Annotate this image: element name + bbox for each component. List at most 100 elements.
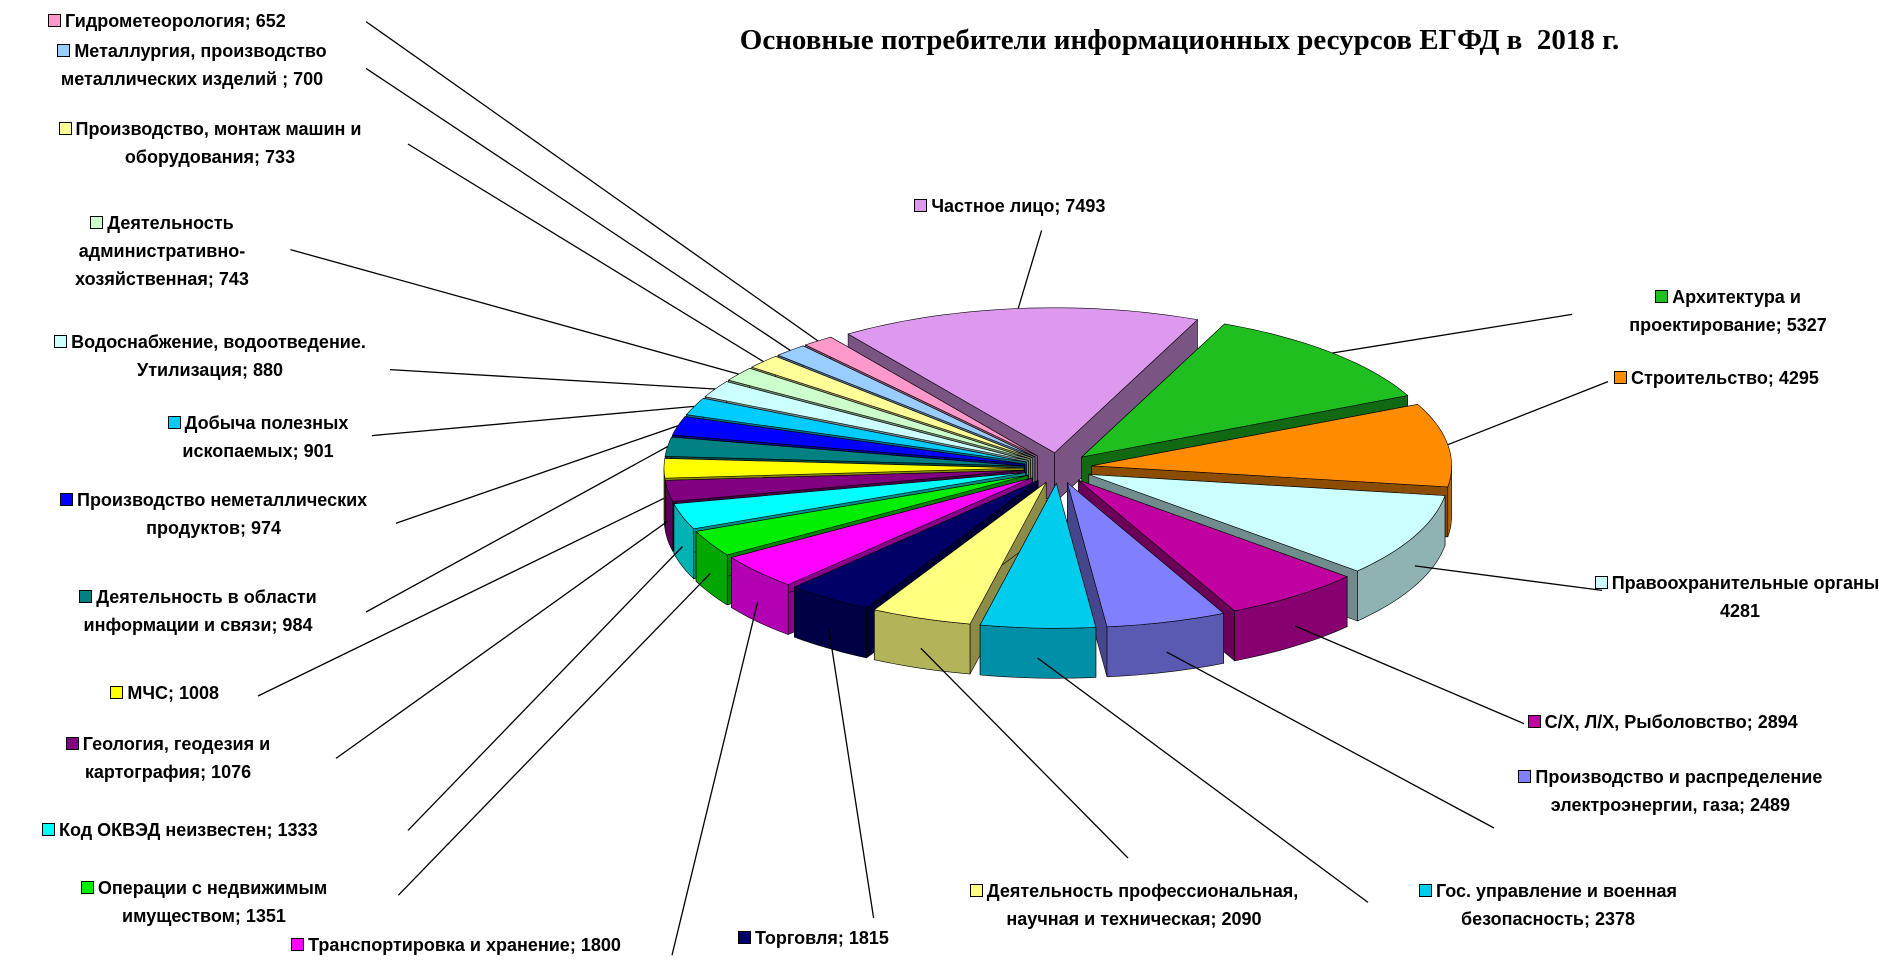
label-text: Металлургия, производство металлических … [60,41,327,90]
leader-line [1447,380,1609,446]
legend-swatch [48,14,61,28]
label-text: МЧС; 1008 [127,683,220,704]
data-label: Строительство; 4295 [1614,364,1819,392]
label-text: Деятельность административно-хозяйственн… [75,212,249,289]
data-label: Код ОКВЭД неизвестен; 1333 [42,816,318,844]
slice [663,458,1025,479]
label-text: Деятельность в области информации и связ… [83,587,317,636]
label-text: Производство, монтаж машин и оборудовани… [75,119,362,168]
leader-line [365,446,668,613]
label-text: Деятельность профессиональная, научная и… [986,881,1299,930]
leader-line [1166,651,1495,829]
slice [730,477,1033,585]
slice [1066,481,1225,628]
slice [979,482,1097,629]
leader-line [395,425,679,524]
data-label: Деятельность в области информации и связ… [36,583,360,639]
slice [671,416,1026,465]
data-label: Гос. управление и военная безопасность; … [1368,877,1728,933]
slice [695,474,1029,556]
legend-swatch [1418,884,1432,898]
leader-line [1414,565,1603,592]
data-label: Архитектура и проектирование; 5327 [1578,283,1878,339]
label-text: Правоохранительные органы; 4281 [1611,572,1879,621]
legend-swatch [1594,575,1608,589]
data-label: Частное лицо; 7493 [914,192,1105,220]
slice [1088,474,1446,572]
label-text: Строительство; 4295 [1631,367,1819,388]
slice [673,472,1026,530]
label-text: Архитектура и проектирование; 5327 [1629,287,1827,336]
label-text: Производство неметаллических продуктов; … [77,490,368,538]
label-text: Гос. управление и военная безопасность; … [1435,881,1678,930]
data-label: Добыча полезных ископаемых; 901 [132,409,384,465]
legend-swatch [1614,370,1627,384]
leader-line [828,628,875,919]
legend-swatch [90,215,104,229]
data-label: Производство, монтаж машин и оборудовани… [18,115,402,171]
data-label: Торговля; 1815 [738,924,889,952]
legend-swatch [914,199,928,212]
data-label: С/Х, Л/Х, Рыболовство; 2894 [1527,708,1798,736]
leader-line [365,21,819,342]
leader-line [1037,657,1369,903]
data-label: Производство и распределение электроэнер… [1490,763,1850,819]
leader-line [389,368,716,390]
label-text: Геология, геодезия и картография; 1076 [82,733,271,782]
label-text: Водоснабжение, водоотведение. Утилизация… [71,331,366,380]
data-label: Водоснабжение, водоотведение. Утилизация… [18,328,402,384]
label-text: Частное лицо; 7493 [931,196,1106,216]
label-text: Гидрометеорология; 652 [65,11,286,32]
label-text: Добыча полезных ископаемых; 901 [182,413,349,462]
legend-swatch [65,736,79,750]
data-label: Гидрометеорология; 652 [48,7,286,35]
data-label: Правоохранительные органы; 4281 [1584,569,1879,625]
data-label: Деятельность профессиональная, научная и… [954,877,1314,933]
leader-line [335,520,669,759]
label-text: Торговля; 1815 [755,928,889,948]
data-label: Производство неметаллических продуктов; … [22,486,406,542]
label-text: С/Х, Л/Х, Рыболовство; 2894 [1544,712,1798,732]
legend-swatch [110,686,124,700]
leader-line [407,143,764,363]
legend-swatch [1527,715,1541,728]
data-label: Транспортировка и хранение; 1800 [264,931,648,959]
slice [873,482,1047,625]
leader-line [371,405,695,437]
legend-swatch [167,416,181,430]
slice-side [979,624,1097,679]
leader-line [920,647,1129,859]
slice [1078,479,1348,612]
data-label: Металлургия, производство металлических … [12,37,372,93]
leader-line [1017,230,1043,309]
slice [793,480,1039,609]
leader-line [407,546,683,831]
slice [685,397,1027,463]
legend-swatch [58,122,72,136]
slice [664,469,1025,502]
data-label: МЧС; 1008 [110,679,219,707]
chart-title: Основные потребители информационных ресу… [739,24,1620,56]
legend-swatch [738,931,751,944]
leader-line [397,572,711,896]
legend-swatch [54,334,68,348]
leader-line [671,601,759,956]
legend-swatch [1518,770,1532,784]
legend-swatch [42,823,55,836]
leader-line [1294,625,1525,725]
legend-swatch [79,590,93,604]
slice [804,336,1038,457]
label-text: Код ОКВЭД неизвестен; 1333 [59,820,318,840]
data-label: Геология, геодезия и картография; 1076 [18,730,318,786]
leader-line [365,67,791,351]
legend-swatch [291,938,305,952]
label-text: Операции с недвижимым имуществом; 1351 [97,877,328,926]
label-text: Производство и распределение электроэнер… [1535,767,1823,816]
legend-swatch [60,493,73,506]
leader-line [1332,313,1573,354]
label-text: Транспортировка и хранение; 1800 [308,935,621,956]
data-label: Деятельность административно-хозяйственн… [24,209,300,293]
leader-line [257,497,665,697]
legend-swatch [969,884,983,898]
